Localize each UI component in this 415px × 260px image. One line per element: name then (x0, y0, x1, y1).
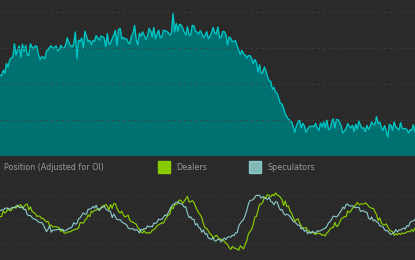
Bar (158, 161, 170, 173)
Text: Position (Adjusted for OI): Position (Adjusted for OI) (4, 162, 104, 172)
Text: Dealers: Dealers (176, 162, 207, 172)
Bar (249, 161, 261, 173)
Text: Speculators: Speculators (268, 162, 315, 172)
